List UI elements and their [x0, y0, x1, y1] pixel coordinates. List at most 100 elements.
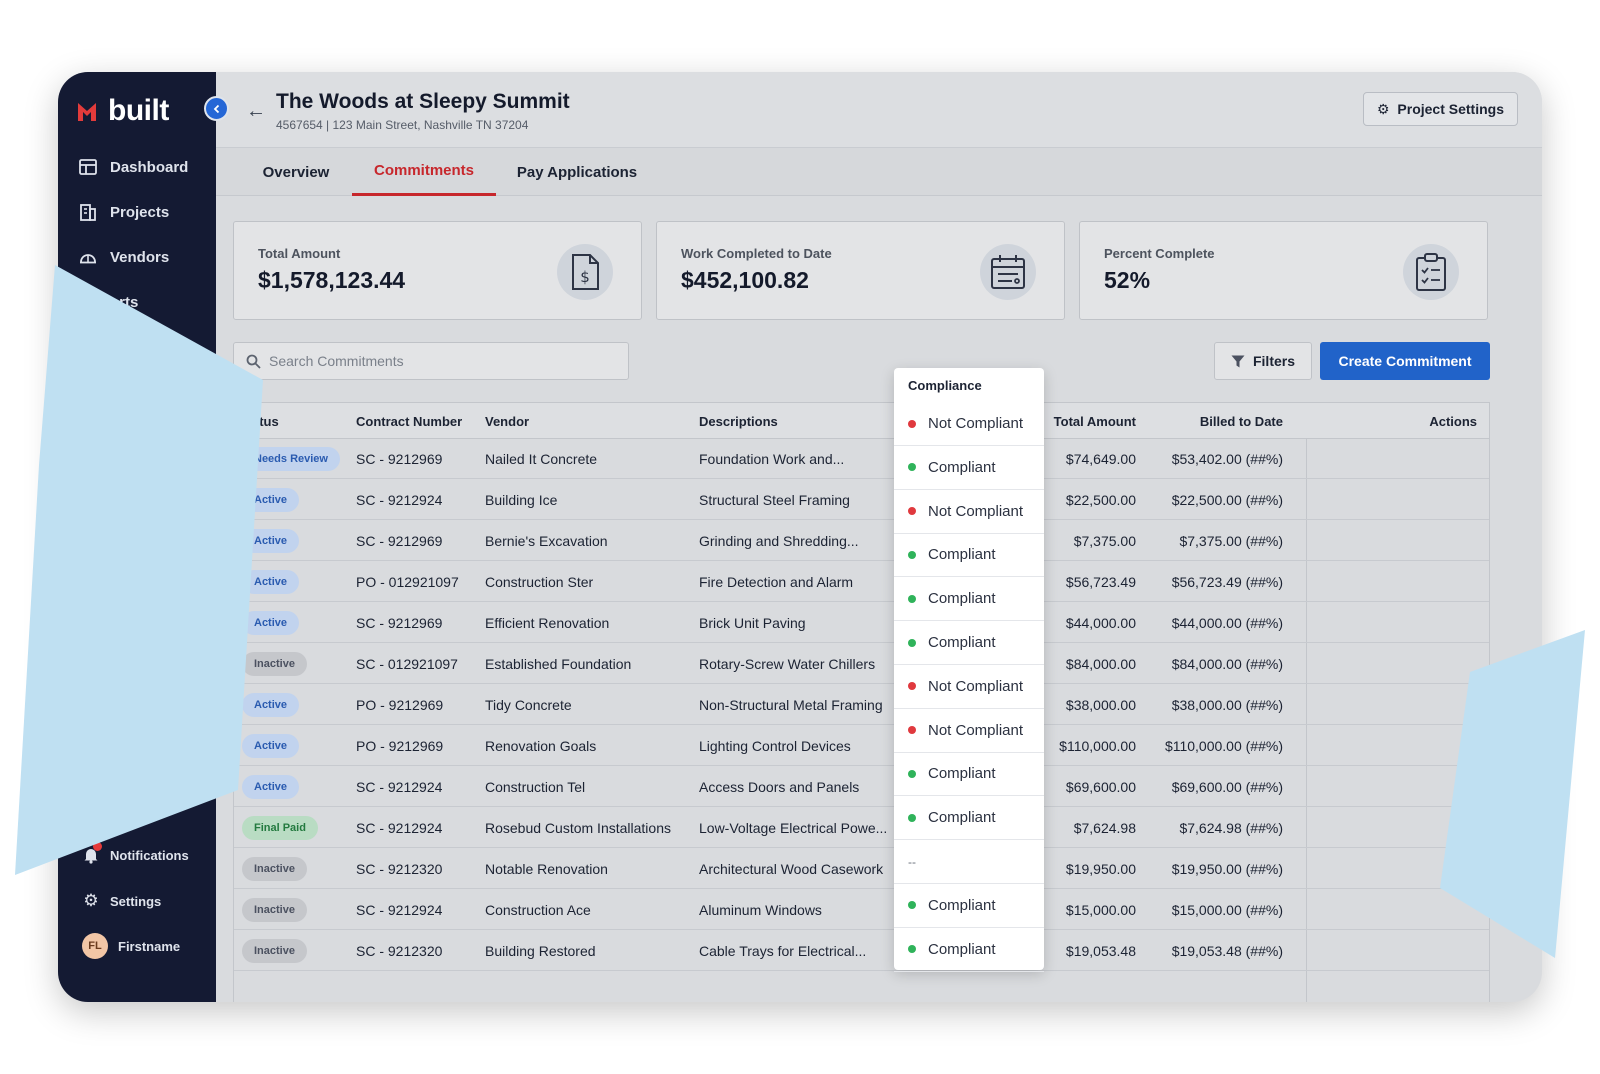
billed-to-date: $84,000.00 (##%)	[1171, 656, 1283, 672]
total-amount: $15,000.00	[1065, 902, 1136, 918]
table-row[interactable]: Active SC - 9212924 Building Ice Structural…	[234, 480, 1489, 520]
contract-number: SC - 9212924	[356, 779, 443, 795]
sidebar-item-dashboard[interactable]: Dashboard	[78, 157, 188, 177]
filters-button[interactable]: Filters	[1214, 342, 1312, 380]
compliance-label: Compliant	[928, 458, 996, 476]
sidebar-item-settings[interactable]: ⚙ Settings	[82, 891, 161, 911]
vendor-name: Building Ice	[485, 492, 558, 508]
contract-number: SC - 9212320	[356, 943, 443, 959]
col-descriptions[interactable]: Descriptions	[699, 414, 778, 429]
compliance-item[interactable]: Compliant	[894, 446, 1044, 490]
compliance-item[interactable]: Compliant	[894, 796, 1044, 841]
compliance-item[interactable]: Compliant	[894, 577, 1044, 622]
table-row[interactable]: Inactive SC - 9212924 Construction Ace Alum…	[234, 890, 1489, 930]
search-input[interactable]	[269, 353, 609, 369]
table-row[interactable]: Active SC - 9212924 Construction Tel Access…	[234, 767, 1489, 807]
status-dot-icon	[908, 638, 916, 647]
contract-number: SC - 9212969	[356, 451, 443, 467]
sidebar-item-notifications[interactable]: Notifications	[82, 842, 189, 864]
col-total-amount[interactable]: Total Amount	[1053, 414, 1136, 429]
back-arrow-icon[interactable]: ←	[246, 100, 266, 122]
create-commitment-button[interactable]: Create Commitment	[1320, 342, 1490, 380]
project-settings-label: Project Settings	[1397, 101, 1504, 117]
sidebar-item-projects[interactable]: Projects	[78, 202, 169, 222]
col-actions: Actions	[1429, 414, 1477, 429]
bell-icon	[82, 842, 102, 864]
compliance-popover: Compliance Not Compliant Compliant Not Com…	[894, 368, 1044, 972]
avatar: FL	[82, 933, 108, 959]
billed-to-date: $7,624.98 (##%)	[1179, 820, 1283, 836]
compliance-title: Compliance	[908, 378, 982, 393]
logo-text: built	[108, 94, 169, 127]
description: Grinding and Shredding...	[699, 533, 859, 549]
table-row[interactable]: Inactive SC - 9212320 Notable Renovation Ar…	[234, 849, 1489, 889]
status-dot-icon	[908, 682, 916, 691]
col-billed-to-date[interactable]: Billed to Date	[1199, 414, 1283, 429]
status-badge: Active	[242, 693, 300, 717]
total-amount: $19,950.00	[1065, 861, 1136, 877]
total-amount: $38,000.00	[1065, 697, 1136, 713]
table-row[interactable]: Active PO - 012921097 Construction Ster Fir…	[234, 562, 1489, 602]
stat-card-percent-complete: Percent Complete 52%	[1079, 221, 1488, 320]
billed-to-date: $19,053.48 (##%)	[1171, 943, 1283, 959]
contract-number: SC - 9212924	[356, 902, 443, 918]
table-header: atus Contract Number Vendor Descriptions…	[234, 403, 1489, 439]
table-row[interactable]: Active PO - 9212969 Renovation Goals Lighti…	[234, 726, 1489, 766]
logo: built	[76, 94, 169, 128]
table-row[interactable]: Active PO - 9212969 Tidy Concrete Non-Struc…	[234, 685, 1489, 725]
total-amount: $110,000.00	[1059, 738, 1136, 754]
actions-divider	[1306, 403, 1307, 1002]
table-row[interactable]: Active SC - 9212969 Efficient Renovation Br…	[234, 603, 1489, 643]
gear-icon: ⚙	[1376, 100, 1390, 117]
col-vendor[interactable]: Vendor	[485, 414, 530, 429]
compliance-item[interactable]: Compliant	[894, 928, 1044, 972]
billed-to-date: $7,375.00 (##%)	[1179, 533, 1283, 549]
table-row[interactable]: Needs Review SC - 9212969 Nailed It Concre…	[234, 439, 1489, 479]
tab-commitments[interactable]: Commitments	[352, 148, 496, 196]
col-contract-number[interactable]: Contract Number	[356, 414, 463, 429]
compliance-label: Compliant	[928, 765, 996, 783]
stat-value: 52%	[1104, 267, 1151, 293]
vendor-name: Tidy Concrete	[485, 697, 572, 713]
compliance-item[interactable]: Compliant	[894, 752, 1044, 797]
compliance-item[interactable]: Not Compliant	[894, 665, 1044, 709]
compliance-item[interactable]: Compliant	[894, 621, 1044, 665]
calendar-icon	[980, 244, 1036, 300]
vendor-name: Bernie's Excavation	[485, 533, 608, 549]
billed-to-date: $38,000.00 (##%)	[1171, 697, 1283, 713]
building-icon	[80, 204, 96, 221]
vendor-name: Notable Renovation	[485, 861, 608, 877]
compliance-item[interactable]: Not Compliant	[894, 709, 1044, 753]
compliance-item[interactable]: Not Compliant	[894, 402, 1044, 446]
table-row[interactable]: Final Paid SC - 9212924 Rosebud Custom Ins…	[234, 808, 1489, 848]
tab-pay-applications[interactable]: Pay Applications	[516, 163, 638, 181]
compliance-item[interactable]: --	[894, 840, 1044, 884]
hardhat-icon	[80, 254, 96, 264]
compliance-item[interactable]: Not Compliant	[894, 490, 1044, 534]
table-row[interactable]: Inactive SC - 012921097 Established Founda…	[234, 644, 1489, 684]
table-row[interactable]: Active SC - 9212969 Bernie's Excavation Gri…	[234, 521, 1489, 561]
contract-number: SC - 9212924	[356, 820, 443, 836]
project-settings-button[interactable]: ⚙ Project Settings	[1362, 92, 1518, 126]
vendor-name: Construction Ace	[485, 902, 591, 918]
collapse-sidebar-button[interactable]	[204, 96, 229, 121]
compliance-item[interactable]: Compliant	[894, 884, 1044, 928]
compliance-item[interactable]: Compliant	[894, 533, 1044, 578]
status-dot-icon	[908, 419, 916, 428]
billed-to-date: $53,402.00 (##%)	[1171, 451, 1283, 467]
search-commitments	[233, 342, 629, 380]
status-badge: Active	[242, 570, 300, 594]
compliance-label: Not Compliant	[928, 415, 1024, 432]
tab-overview[interactable]: Overview	[262, 163, 330, 181]
user-menu[interactable]: FL Firstname	[82, 933, 180, 959]
invoice-dollar-icon: $	[557, 244, 613, 300]
vendor-name: Construction Tel	[485, 779, 586, 795]
vendor-name: Construction Ster	[485, 574, 594, 590]
status-badge: Active	[242, 611, 300, 635]
table-row[interactable]: Inactive SC - 9212320 Building Restored Cab…	[234, 931, 1489, 971]
sidebar-item-vendors[interactable]: Vendors	[78, 247, 169, 267]
status-badge: Inactive	[242, 939, 307, 963]
total-amount: $7,375.00	[1073, 533, 1136, 549]
notification-dot	[93, 842, 102, 851]
compliance-label: Compliant	[928, 590, 996, 608]
